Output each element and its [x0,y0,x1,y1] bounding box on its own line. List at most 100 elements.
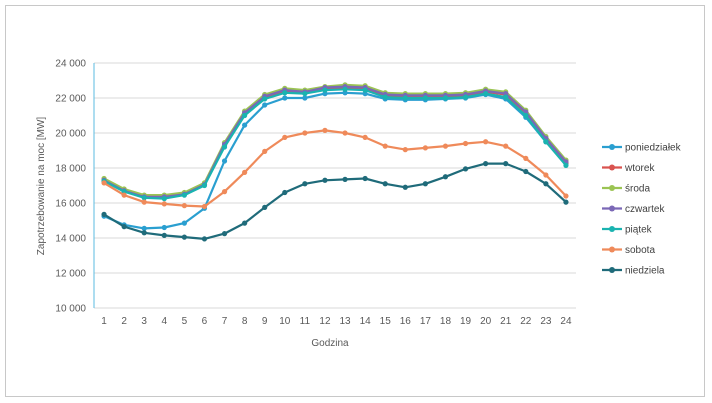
line-chart: 10 000 12 000 14 000 16 000 18 000 20 000 22 0… [36,59,682,350]
legend-label: sobota [625,245,655,256]
data-point [342,176,348,182]
legend-label: piątek [625,225,653,236]
y-tick-label: 20 000 [55,129,86,140]
data-point [141,195,147,201]
x-tick-label: 2 [121,316,127,327]
x-axis-title: Godzina [311,338,349,349]
legend-label: środa [625,184,650,195]
series-line [103,129,567,208]
chart-frame: 10 000 12 000 14 000 16 000 18 000 20 000 22 0… [5,5,705,397]
series-line [103,162,567,240]
data-point [221,144,228,150]
data-point [201,182,208,189]
data-point [483,139,489,145]
y-tick-labels: 10 000 12 000 14 000 16 000 18 000 20 000 22 0… [55,59,86,315]
data-point [362,87,368,93]
series-czwartek [101,84,569,200]
x-tick-label: 18 [440,316,452,327]
legend-item: piątek [602,225,653,236]
legend-swatch-marker [609,267,615,273]
data-point [302,95,308,101]
data-point [563,162,569,168]
data-point [442,143,449,149]
x-tick-label: 14 [360,316,372,327]
series-wtorek [101,84,569,200]
series-sobota [101,127,569,210]
series-line [103,88,567,200]
legend-swatch-marker [609,226,615,232]
x-tick-labels: 1 2 3 4 5 6 7 8 9 10 11 12 13 14 15 16 17 18 19 20 21 22 23 24 [101,316,572,327]
data-point [402,95,408,101]
y-tick-label: 18 000 [55,164,86,175]
data-point [503,143,509,149]
x-tick-label: 9 [262,316,268,327]
data-point [161,224,167,231]
legend-label: czwartek [625,204,665,215]
y-tick-label: 14 000 [55,234,86,245]
data-point [543,181,549,187]
legend: poniedziałek wtorek środa czwartek piątek sob… [602,143,682,277]
data-point [382,94,388,100]
legend-swatch-marker [609,185,615,191]
data-point [282,95,288,101]
series-niedziela [101,161,569,242]
x-tick-label: 16 [400,316,412,327]
data-point [101,211,107,217]
data-point [262,102,268,108]
x-tick-label: 5 [182,316,188,327]
data-point [161,201,167,207]
data-point [483,161,489,167]
x-tick-label: 20 [480,316,492,327]
x-tick-label: 10 [279,316,291,327]
data-point [141,225,147,231]
y-tick-label: 16 000 [55,199,86,210]
data-point [302,181,308,187]
data-point [462,94,469,100]
legend-label: poniedziałek [625,143,682,154]
legend-label: niedziela [625,266,665,277]
legend-item: niedziela [602,266,665,277]
data-point [181,234,187,240]
data-point [242,169,248,175]
data-point [282,134,288,140]
data-point [181,192,187,198]
legend-item: poniedziałek [602,143,682,154]
data-point [523,155,529,161]
data-point [362,175,368,182]
x-tick-label: 13 [339,316,351,327]
data-point [342,86,348,92]
data-point [262,148,268,154]
data-point [382,143,388,149]
data-point [221,158,228,164]
data-point [483,91,489,97]
data-point [121,224,127,230]
legend-item: wtorek [602,163,655,174]
x-tick-label: 22 [520,316,532,327]
data-point [322,127,328,133]
data-point [141,230,147,236]
data-point [121,192,127,198]
x-tick-label: 12 [319,316,331,327]
x-tick-label: 24 [560,316,572,327]
x-tick-label: 21 [500,316,512,327]
y-tick-label: 12 000 [55,269,86,280]
data-point [322,87,328,93]
data-point [101,180,107,186]
grid-lines [94,62,576,309]
data-point [422,145,428,151]
data-point [563,199,569,205]
data-point [161,232,167,238]
data-point [523,168,529,175]
x-tick-label: 23 [540,316,552,327]
x-tick-label: 15 [380,316,392,327]
series-line [103,83,567,197]
data-point [262,96,268,102]
data-point [242,112,248,119]
data-point [402,184,408,190]
data-point [181,203,187,209]
data-point [141,199,147,205]
data-point [462,166,469,172]
x-tick-label: 11 [300,316,311,327]
legend-item: czwartek [602,204,665,215]
data-point [563,193,569,199]
